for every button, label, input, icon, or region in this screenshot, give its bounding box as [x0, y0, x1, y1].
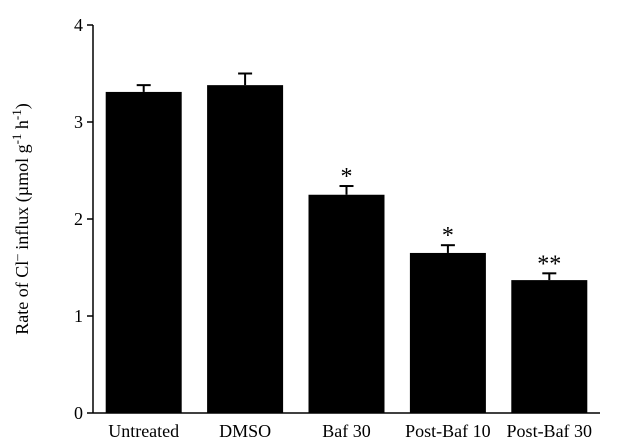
bar — [511, 280, 588, 413]
x-tick-label: Post-Baf 30 — [507, 421, 593, 441]
y-tick-label: 2 — [74, 209, 83, 229]
y-tick-label: 0 — [74, 403, 83, 423]
bar — [308, 194, 385, 413]
x-tick-label: Baf 30 — [322, 421, 371, 441]
x-tick-label: DMSO — [219, 421, 271, 441]
y-ticks: 0 1 2 3 4 — [74, 15, 93, 423]
significance-marker: * — [442, 223, 454, 249]
x-tick-label: Untreated — [108, 421, 179, 441]
bar — [105, 91, 182, 414]
x-tick-label: Post-Baf 10 — [405, 421, 491, 441]
x-tick-labels: Untreated DMSO Baf 30 Post-Baf 10 Post-Baf 3… — [108, 421, 592, 441]
bar — [409, 252, 486, 413]
significance-marker: * — [341, 164, 353, 190]
bar — [207, 85, 284, 413]
significance-marker: ** — [537, 251, 561, 277]
y-axis-label: Rate of Cl– influx (µmol g-1 h-1) — [9, 103, 33, 335]
bars: **** — [105, 72, 588, 414]
y-tick-label: 4 — [74, 15, 83, 35]
y-tick-label: 3 — [74, 112, 83, 132]
y-tick-label: 1 — [74, 306, 83, 326]
